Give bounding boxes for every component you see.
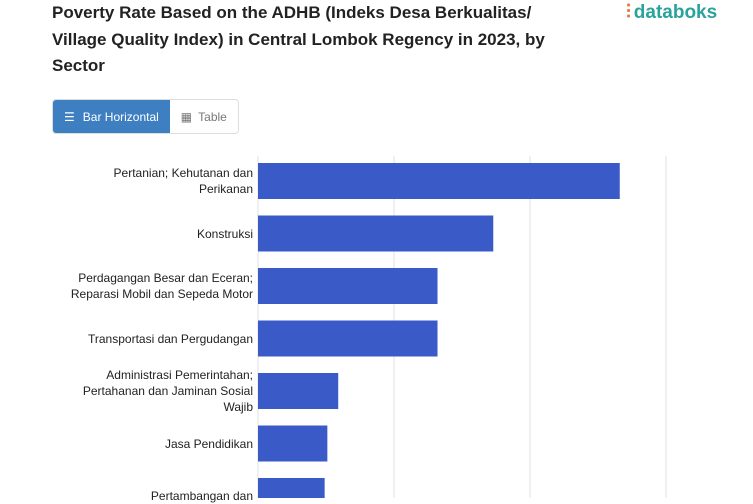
bar — [258, 425, 328, 462]
category-label: Transportasi dan Pergudangan — [88, 331, 253, 346]
category-label: Pertanian; Kehutanan dan Perikanan — [113, 166, 253, 196]
bar — [258, 163, 620, 199]
view-toggle: ☰ Bar Horizontal ▦ Table — [52, 99, 239, 134]
category-label: Perdagangan Besar dan Eceran; Reparasi M… — [70, 271, 253, 301]
bar — [258, 320, 438, 357]
logo[interactable]: ⫶ databoks — [626, 2, 718, 23]
chart-title: Poverty Rate Based on the ADHB (Indeks D… — [52, 3, 545, 75]
bar — [258, 373, 339, 409]
bar — [258, 215, 494, 252]
category-label: Konstruksi — [196, 226, 253, 241]
bar-button[interactable]: ☰ Bar Horizontal — [53, 100, 170, 133]
bar — [258, 268, 438, 304]
table-button[interactable]: ▦ Table — [180, 109, 227, 124]
button-label: Bar Horizontal — [82, 109, 159, 124]
bar — [258, 478, 325, 498]
category-label: Jasa Pendidikan — [164, 436, 253, 451]
button-label: Table — [198, 109, 227, 124]
category-label: Pertambangan dan — [150, 489, 253, 503]
category-label: Administrasi Pemerintahan; Pertahanan da… — [82, 368, 253, 414]
logo-text: databoks — [633, 2, 718, 23]
